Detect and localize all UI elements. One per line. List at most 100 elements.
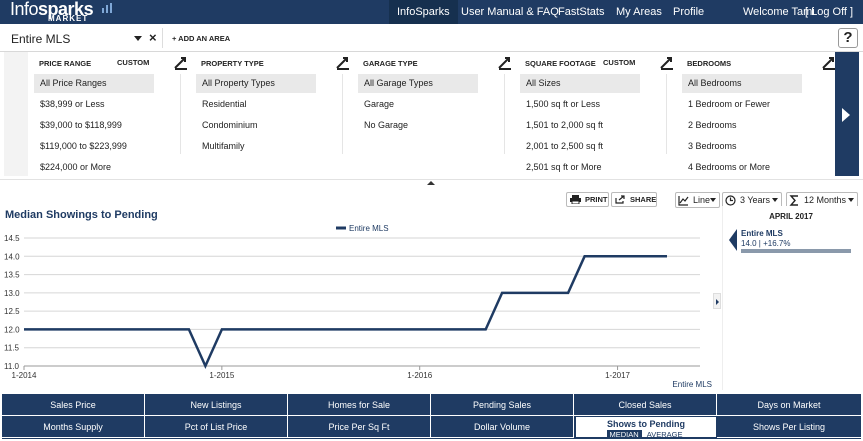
filter-prev-gutter[interactable]: [4, 52, 28, 176]
close-icon[interactable]: ×: [149, 30, 157, 45]
y-tick-label: 13.5: [4, 271, 20, 280]
filter-option[interactable]: $119,000 to $223,999: [40, 141, 127, 151]
help-button[interactable]: ?: [838, 28, 858, 48]
side-summary-panel: APRIL 2017 Entire MLS 14.0 | +16.7%: [722, 206, 862, 390]
filter-header: PRICE RANGE: [39, 59, 92, 68]
sort-icon[interactable]: [820, 54, 838, 72]
chevron-right-icon: [716, 299, 719, 305]
filter-garage-type: GARAGE TYPE All Garage Types Garage No G…: [358, 52, 518, 176]
filter-option[interactable]: Residential: [202, 99, 247, 109]
sort-icon[interactable]: [496, 54, 514, 72]
filter-option[interactable]: Garage: [364, 99, 395, 109]
series-line: [24, 255, 667, 370]
sigma-icon: [789, 195, 798, 206]
filter-option[interactable]: All Sizes: [520, 74, 640, 93]
logo-word-1: Info: [10, 0, 39, 19]
filter-option[interactable]: All Property Types: [196, 74, 316, 93]
tab-pending-sales[interactable]: Pending Sales: [431, 394, 574, 416]
logo-word-2: sparks: [38, 0, 94, 19]
period-value: 12 Months: [804, 195, 847, 205]
tab-closed-sales[interactable]: Closed Sales: [574, 394, 717, 416]
tab-homes-for-sale[interactable]: Homes for Sale: [288, 394, 431, 416]
area-bar: Entire MLS × + ADD AN AREA ?: [0, 24, 863, 52]
filter-option[interactable]: 4 Bedrooms or More: [688, 162, 771, 172]
tab-months-supply[interactable]: Months Supply: [2, 416, 145, 438]
filters-next-button[interactable]: [835, 52, 859, 176]
nav-user-manual[interactable]: User Manual & FAQ: [461, 6, 559, 18]
nav-my-areas[interactable]: My Areas: [616, 6, 662, 18]
submode-median[interactable]: MEDIAN: [606, 430, 642, 439]
tab-shows-per-listing[interactable]: Shows Per Listing: [717, 416, 861, 438]
area-select-value: Entire MLS: [11, 32, 71, 46]
y-tick-label: 14.5: [4, 234, 20, 243]
nav-infosparks[interactable]: InfoSparks: [389, 0, 458, 24]
share-button[interactable]: SHARE: [611, 192, 658, 207]
line-chart-icon: [678, 196, 689, 206]
data-source-label: Entire MLS: [672, 380, 712, 389]
collapse-filters-icon[interactable]: [426, 180, 436, 186]
logo-bars-icon: [102, 3, 112, 13]
nav-profile[interactable]: Profile: [673, 6, 705, 18]
filter-panel: PRICE RANGE CUSTOM All Price Ranges $38,…: [0, 52, 863, 180]
filter-option[interactable]: 2 Bedrooms: [688, 120, 737, 130]
logoff-link[interactable]: [ Log Off ]: [805, 6, 854, 18]
filter-option[interactable]: 1 Bedroom or Fewer: [688, 99, 771, 109]
submode-average[interactable]: AVERAGE: [646, 430, 683, 439]
area-select[interactable]: Entire MLS ×: [3, 28, 163, 48]
print-button[interactable]: PRINT: [566, 192, 609, 207]
filter-header: PROPERTY TYPE: [201, 59, 264, 68]
filter-header: SQUARE FOOTAGE: [525, 59, 596, 68]
custom-button[interactable]: CUSTOM: [117, 58, 150, 67]
y-tick-label: 12.5: [4, 307, 20, 316]
filter-option[interactable]: Multifamily: [202, 141, 245, 151]
tab-pct-of-list-price[interactable]: Pct of List Price: [145, 416, 288, 438]
tab-new-listings[interactable]: New Listings: [145, 394, 288, 416]
share-icon: [615, 195, 625, 204]
top-nav-bar: Infosparks MARKET InfoSparks User Manual…: [0, 0, 863, 24]
custom-button[interactable]: CUSTOM: [603, 58, 636, 67]
sort-icon[interactable]: [334, 54, 352, 72]
tab-price-per-sq-ft[interactable]: Price Per Sq Ft: [288, 416, 431, 438]
filter-option[interactable]: 2,001 to 2,500 sq ft: [526, 141, 604, 151]
chart-type-select[interactable]: Line: [675, 192, 720, 208]
filter-option[interactable]: $38,999 or Less: [40, 99, 105, 109]
side-panel-toggle[interactable]: [713, 293, 721, 309]
tab-shows-to-pending[interactable]: Shows to Pending MEDIAN AVERAGE: [575, 416, 717, 441]
add-area-button[interactable]: + ADD AN AREA: [172, 34, 231, 43]
tab-shows-to-pending-label: Shows to Pending: [607, 419, 685, 429]
chevron-down-icon: [848, 198, 854, 202]
filter-option[interactable]: $39,000 to $118,999: [40, 120, 122, 130]
sort-icon[interactable]: [658, 54, 676, 72]
filter-option[interactable]: 2,501 sq ft or More: [526, 162, 602, 172]
chart-title: Median Showings to Pending: [5, 209, 158, 221]
clock-icon: [725, 195, 736, 206]
summary-value: 14.0 | +16.7%: [741, 239, 791, 248]
filter-option[interactable]: 1,500 sq ft or Less: [526, 99, 601, 109]
filter-option[interactable]: No Garage: [364, 120, 409, 130]
filter-option[interactable]: 1,501 to 2,000 sq ft: [526, 120, 604, 130]
logo-wordmark: Infosparks: [10, 0, 94, 20]
filter-option[interactable]: All Bedrooms: [682, 74, 802, 93]
chevron-down-icon[interactable]: [134, 36, 142, 41]
y-tick-label: 11.0: [4, 362, 20, 371]
tab-days-on-market[interactable]: Days on Market: [717, 394, 861, 416]
welcome-text: Welcome Tami: [743, 6, 815, 18]
sort-icon[interactable]: [172, 54, 190, 72]
filter-option[interactable]: 3 Bedrooms: [688, 141, 737, 151]
filter-option[interactable]: $224,000 or More: [40, 162, 112, 172]
summary-area: Entire MLS: [741, 229, 783, 238]
filter-header: GARAGE TYPE: [363, 59, 418, 68]
tab-sales-price[interactable]: Sales Price: [2, 394, 145, 416]
filter-property-type: PROPERTY TYPE All Property Types Residen…: [196, 52, 356, 176]
share-label: SHARE: [630, 195, 657, 204]
nav-faststats[interactable]: FastStats: [558, 6, 605, 18]
tab-dollar-volume[interactable]: Dollar Volume: [431, 416, 574, 438]
filter-square-footage: SQUARE FOOTAGE CUSTOM All Sizes 1,500 sq…: [520, 52, 680, 176]
y-tick-label: 13.0: [4, 289, 20, 298]
tab-submodes: MEDIAN AVERAGE: [576, 429, 716, 441]
filter-option[interactable]: All Price Ranges: [34, 74, 154, 93]
metric-tabs: Sales Price New Listings Homes for Sale …: [2, 394, 861, 439]
filter-option[interactable]: Condominium: [202, 120, 258, 130]
current-marker-icon: [729, 229, 737, 251]
filter-option[interactable]: All Garage Types: [358, 74, 478, 93]
